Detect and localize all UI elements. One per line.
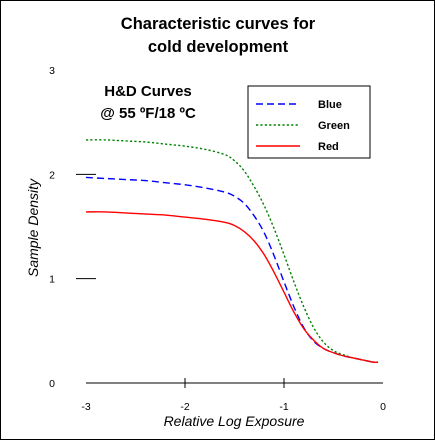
- series-line-red: [85, 211, 379, 363]
- annotation-line-1: H&D Curves: [104, 83, 192, 100]
- x-tick-label: 0: [380, 401, 386, 413]
- tick-labels: -3 -2 -1 0 0 1 2 3: [49, 65, 386, 413]
- series-line-green: [85, 139, 379, 363]
- y-axis-label: Sample Density: [25, 178, 41, 277]
- x-tick-label: -1: [279, 401, 288, 413]
- axes: [76, 173, 383, 388]
- chart-title-line-2: cold development: [148, 38, 289, 56]
- annotation-line-2: @ 55 ºF/18 ºC: [100, 105, 196, 122]
- chart-title-line-1: Characteristic curves for: [121, 15, 316, 33]
- legend-label-red: Red: [318, 141, 339, 153]
- legend-box: [247, 85, 371, 159]
- y-tick-label: 3: [49, 65, 55, 77]
- x-tick-label: -3: [81, 401, 90, 413]
- y-tick-label: 2: [49, 169, 55, 181]
- x-tick-label: -2: [180, 401, 189, 413]
- legend-label-blue: Blue: [318, 99, 342, 111]
- series-lines: [85, 139, 379, 363]
- series-line-blue: [85, 176, 379, 363]
- y-tick-label: 1: [49, 274, 55, 286]
- x-axis-label: Relative Log Exposure: [164, 413, 305, 429]
- legend-label-green: Green: [318, 120, 350, 132]
- y-tick-label: 0: [49, 378, 55, 390]
- legend: Blue Green Red: [247, 85, 371, 159]
